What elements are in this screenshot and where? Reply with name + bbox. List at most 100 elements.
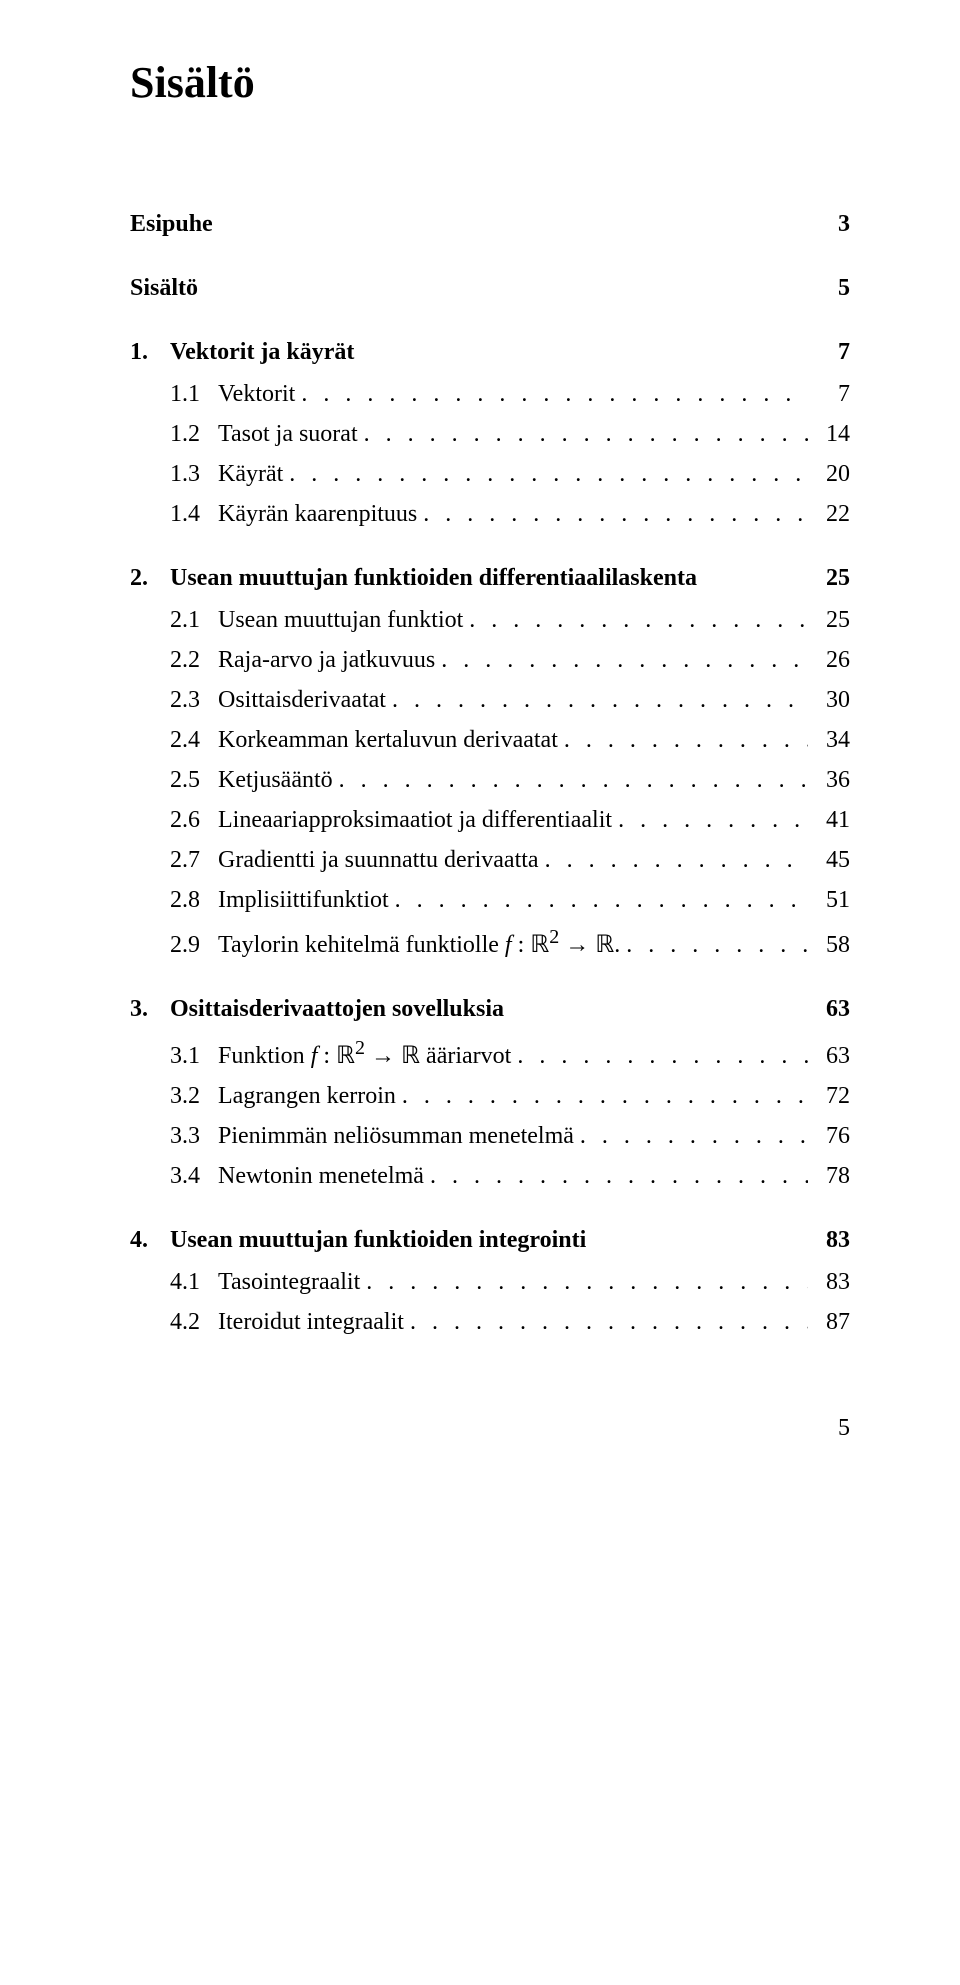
section-page: 76 bbox=[808, 1118, 850, 1154]
dot-leader: . . . . . . . . . . . . . . . . . . . . … bbox=[435, 642, 808, 678]
chapter-title: Usean muuttujan funktioiden integrointi bbox=[170, 1222, 814, 1258]
section-number: 3.2 bbox=[170, 1078, 218, 1114]
section-page: 26 bbox=[808, 642, 850, 678]
dot-leader: . . . . . . . . . . . . . . . . . . . . … bbox=[396, 1078, 808, 1114]
section-title: Käyrät bbox=[218, 456, 283, 492]
section-row: 3.2Lagrangen kerroin. . . . . . . . . . … bbox=[170, 1078, 850, 1114]
page-number: 5 bbox=[130, 1410, 850, 1446]
section-number: 2.6 bbox=[170, 802, 218, 838]
chapter-row: Esipuhe3 bbox=[130, 206, 850, 242]
chapter-title: Osittaisderivaattojen sovelluksia bbox=[170, 991, 814, 1027]
chapter-number: 4. bbox=[130, 1222, 170, 1258]
section-page: 45 bbox=[808, 842, 850, 878]
section-title: Raja-arvo ja jatkuvuus bbox=[218, 642, 435, 678]
section-number: 2.9 bbox=[170, 927, 218, 963]
table-of-contents: Esipuhe3Sisältö51.Vektorit ja käyrät71.1… bbox=[130, 206, 850, 1340]
chapter-page: 3 bbox=[826, 206, 850, 242]
chapter-number: 1. bbox=[130, 334, 170, 370]
section-title: Newtonin menetelmä bbox=[218, 1158, 424, 1194]
dot-leader: . . . . . . . . . . . . . . . . . . . . … bbox=[511, 1038, 808, 1074]
chapter-page: 7 bbox=[826, 334, 850, 370]
section-page: 51 bbox=[808, 882, 850, 918]
section-title: Usean muuttujan funktiot bbox=[218, 602, 463, 638]
section-number: 1.2 bbox=[170, 416, 218, 452]
section-title: Vektorit bbox=[218, 376, 295, 412]
chapter-page: 83 bbox=[814, 1222, 850, 1258]
section-row: 2.7Gradientti ja suunnattu derivaatta. .… bbox=[170, 842, 850, 878]
section-title: Gradientti ja suunnattu derivaatta bbox=[218, 842, 539, 878]
chapter-page: 63 bbox=[814, 991, 850, 1027]
section-title: Tasointegraalit bbox=[218, 1264, 360, 1300]
section-page: 87 bbox=[808, 1304, 850, 1340]
section-number: 1.3 bbox=[170, 456, 218, 492]
section-row: 2.6Lineaariapproksimaatiot ja differenti… bbox=[170, 802, 850, 838]
chapter-number: 3. bbox=[130, 991, 170, 1027]
section-number: 2.3 bbox=[170, 682, 218, 718]
dot-leader: . . . . . . . . . . . . . . . . . . . . … bbox=[574, 1118, 808, 1154]
chapter-row: Sisältö5 bbox=[130, 270, 850, 306]
section-title: Tasot ja suorat bbox=[218, 416, 358, 452]
dot-leader: . . . . . . . . . . . . . . . . . . . . … bbox=[539, 842, 808, 878]
section-row: 3.1Funktion f : ℝ2 → ℝ ääriarvot. . . . … bbox=[170, 1033, 850, 1074]
dot-leader: . . . . . . . . . . . . . . . . . . . . … bbox=[612, 802, 808, 838]
section-number: 1.4 bbox=[170, 496, 218, 532]
section-row: 1.4Käyrän kaarenpituus. . . . . . . . . … bbox=[170, 496, 850, 532]
dot-leader: . . . . . . . . . . . . . . . . . . . . … bbox=[295, 376, 808, 412]
section-number: 3.4 bbox=[170, 1158, 218, 1194]
section-row: 2.1Usean muuttujan funktiot. . . . . . .… bbox=[170, 602, 850, 638]
section-title: Käyrän kaarenpituus bbox=[218, 496, 417, 532]
section-number: 2.4 bbox=[170, 722, 218, 758]
section-page: 14 bbox=[808, 416, 850, 452]
section-title: Funktion f : ℝ2 → ℝ ääriarvot bbox=[218, 1033, 511, 1074]
section-page: 20 bbox=[808, 456, 850, 492]
section-page: 41 bbox=[808, 802, 850, 838]
section-row: 2.4Korkeamman kertaluvun derivaatat. . .… bbox=[170, 722, 850, 758]
section-page: 22 bbox=[808, 496, 850, 532]
section-row: 1.3Käyrät. . . . . . . . . . . . . . . .… bbox=[170, 456, 850, 492]
chapter-title: Vektorit ja käyrät bbox=[170, 334, 826, 370]
section-number: 3.1 bbox=[170, 1038, 218, 1074]
section-title: Korkeamman kertaluvun derivaatat bbox=[218, 722, 558, 758]
section-row: 2.8Implisiittifunktiot. . . . . . . . . … bbox=[170, 882, 850, 918]
dot-leader: . . . . . . . . . . . . . . . . . . . . … bbox=[283, 456, 808, 492]
section-number: 4.1 bbox=[170, 1264, 218, 1300]
chapter-row: 3.Osittaisderivaattojen sovelluksia63 bbox=[130, 991, 850, 1027]
section-number: 2.8 bbox=[170, 882, 218, 918]
section-row: 2.5Ketjusääntö. . . . . . . . . . . . . … bbox=[170, 762, 850, 798]
dot-leader: . . . . . . . . . . . . . . . . . . . . … bbox=[386, 682, 808, 718]
section-page: 63 bbox=[808, 1038, 850, 1074]
chapter-row: 1.Vektorit ja käyrät7 bbox=[130, 334, 850, 370]
chapter-page: 5 bbox=[826, 270, 850, 306]
section-page: 78 bbox=[808, 1158, 850, 1194]
dot-leader: . . . . . . . . . . . . . . . . . . . . … bbox=[558, 722, 808, 758]
section-page: 25 bbox=[808, 602, 850, 638]
section-row: 1.1Vektorit. . . . . . . . . . . . . . .… bbox=[170, 376, 850, 412]
section-number: 2.1 bbox=[170, 602, 218, 638]
section-title: Implisiittifunktiot bbox=[218, 882, 389, 918]
section-row: 2.2Raja-arvo ja jatkuvuus. . . . . . . .… bbox=[170, 642, 850, 678]
chapter-page: 25 bbox=[814, 560, 850, 596]
section-row: 4.1Tasointegraalit. . . . . . . . . . . … bbox=[170, 1264, 850, 1300]
section-number: 2.7 bbox=[170, 842, 218, 878]
section-row: 2.9Taylorin kehitelmä funktiolle f : ℝ2 … bbox=[170, 922, 850, 963]
section-title: Pienimmän neliösumman menetelmä bbox=[218, 1118, 574, 1154]
dot-leader: . . . . . . . . . . . . . . . . . . . . … bbox=[333, 762, 808, 798]
dot-leader: . . . . . . . . . . . . . . . . . . . . … bbox=[389, 882, 808, 918]
dot-leader: . . . . . . . . . . . . . . . . . . . . … bbox=[358, 416, 808, 452]
dot-leader: . . . . . . . . . . . . . . . . . . . . … bbox=[463, 602, 808, 638]
section-number: 2.5 bbox=[170, 762, 218, 798]
chapter-title: Usean muuttujan funktioiden differentiaa… bbox=[170, 560, 814, 596]
dot-leader: . . . . . . . . . . . . . . . . . . . . … bbox=[620, 927, 808, 963]
page-title: Sisältö bbox=[130, 50, 850, 116]
section-row: 1.2Tasot ja suorat. . . . . . . . . . . … bbox=[170, 416, 850, 452]
section-number: 1.1 bbox=[170, 376, 218, 412]
dot-leader: . . . . . . . . . . . . . . . . . . . . … bbox=[360, 1264, 808, 1300]
section-page: 30 bbox=[808, 682, 850, 718]
section-row: 3.4Newtonin menetelmä. . . . . . . . . .… bbox=[170, 1158, 850, 1194]
section-title: Lagrangen kerroin bbox=[218, 1078, 396, 1114]
chapter-title: Sisältö bbox=[130, 270, 826, 306]
dot-leader: . . . . . . . . . . . . . . . . . . . . … bbox=[424, 1158, 808, 1194]
section-page: 7 bbox=[808, 376, 850, 412]
section-title: Iteroidut integraalit bbox=[218, 1304, 404, 1340]
chapter-row: 2.Usean muuttujan funktioiden differenti… bbox=[130, 560, 850, 596]
